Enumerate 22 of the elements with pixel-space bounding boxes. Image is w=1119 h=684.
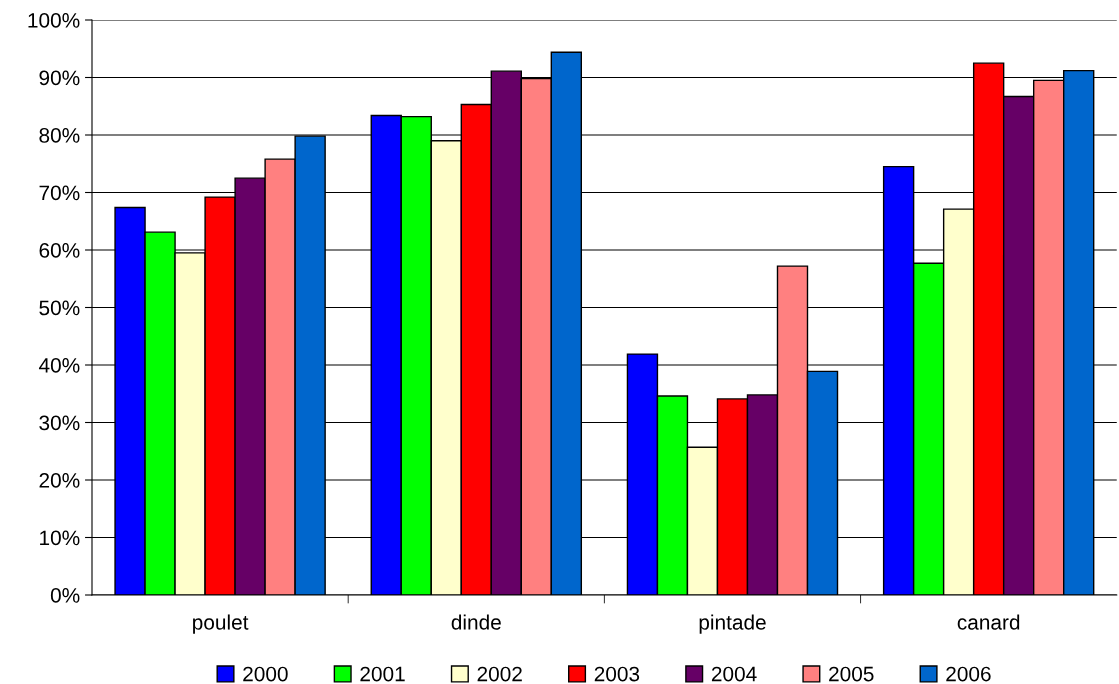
y-tick-label: 20% <box>39 473 80 488</box>
y-tick-label: 30% <box>39 415 80 431</box>
y-tick-label: 90% <box>39 70 80 86</box>
y-tick-label: 0% <box>50 588 80 603</box>
x-tick-label: poulet <box>193 614 249 634</box>
legend-label: 2000 <box>243 666 288 682</box>
x-tick-label: pintade <box>699 614 766 634</box>
legend-label: 2001 <box>360 666 405 682</box>
legend-label: 2004 <box>711 666 757 682</box>
y-tick-label: 50% <box>39 300 80 316</box>
legend-label: 2003 <box>594 666 640 682</box>
legend-label: 2005 <box>829 666 874 682</box>
y-tick-label: 40% <box>38 358 80 373</box>
legend-label: 2002 <box>477 666 522 682</box>
y-tick-label: 10% <box>40 530 80 546</box>
x-tick-label: canard <box>957 614 1020 630</box>
y-tick-label: 80% <box>39 128 80 143</box>
y-tick-label: 70% <box>39 185 80 201</box>
x-tick-label: dinde <box>451 614 501 630</box>
y-tick-label: 100% <box>28 13 80 28</box>
legend-label: 2006 <box>946 666 991 682</box>
y-tick-label: 60% <box>39 243 80 258</box>
